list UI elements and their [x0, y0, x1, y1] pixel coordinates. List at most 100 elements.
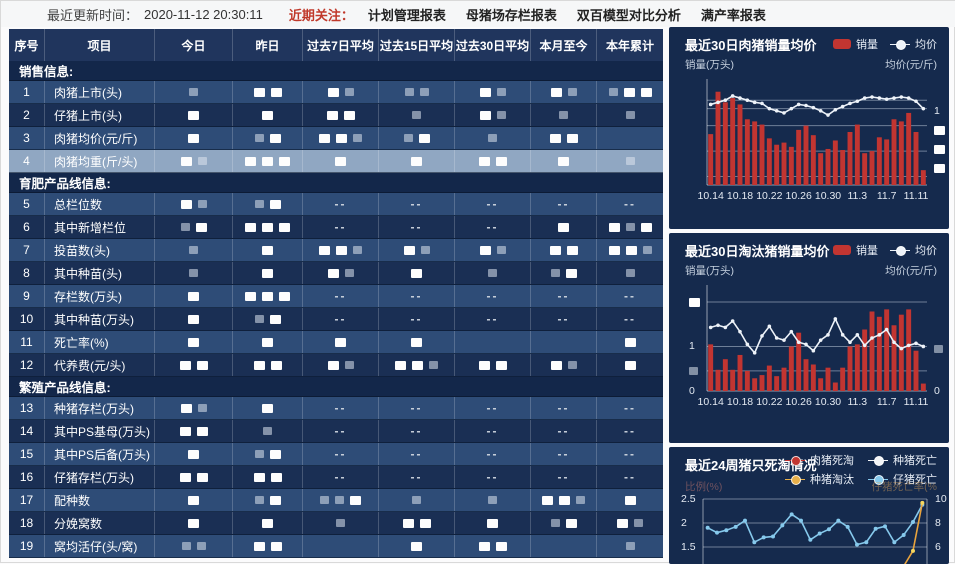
empty-value-dash: --	[334, 220, 347, 234]
redacted-value-block	[625, 223, 635, 231]
table-row-17[interactable]: 17 配种数	[9, 489, 663, 512]
table-row-14[interactable]: 14 其中PS基母(万头) -- -- -- -- --	[9, 420, 663, 443]
x-tick-label: 11.3	[847, 190, 868, 202]
section-header-2: 育肥产品线信息:	[9, 173, 663, 193]
empty-value-dash: --	[334, 447, 347, 461]
data-cell	[233, 354, 303, 376]
bar-legend-swatch-icon	[833, 39, 851, 49]
chart-card-1: 最近30日肉猪销量均价 销量 均价 销量(万头) 均价(元/斤) 10.14 10.18 10…	[669, 27, 949, 229]
legend-item-销量[interactable]: 销量	[833, 36, 878, 52]
redacted-value-block	[623, 87, 635, 97]
table-row-18[interactable]: 18 分娩窝数	[9, 512, 663, 535]
legend-item-仔猪死亡[interactable]: 仔猪死亡	[868, 471, 937, 487]
redacted-value-block	[327, 87, 339, 97]
topbar-link-2[interactable]: 母猪场存栏报表	[465, 7, 557, 23]
empty-value-dash: --	[624, 447, 636, 461]
redacted-value-block	[188, 518, 199, 528]
table-row-9[interactable]: 9 存栏数(万头) -- -- -- -- --	[9, 285, 663, 308]
data-cell	[303, 512, 379, 534]
redacted-value-block	[335, 156, 346, 166]
data-cell	[233, 239, 303, 261]
x-tick-label: 11.11	[903, 190, 929, 202]
data-cell	[597, 512, 663, 534]
redacted-value-block	[344, 88, 354, 96]
redacted-value-block	[179, 426, 191, 436]
redacted-value-block	[496, 88, 506, 96]
data-cell	[233, 193, 303, 215]
redacted-value-block	[625, 245, 637, 255]
redacted-value-block	[495, 541, 507, 551]
line-legend-marker-icon	[868, 474, 888, 485]
redacted-value-block	[262, 337, 273, 347]
redacted-value-block	[253, 360, 265, 370]
table-row-3[interactable]: 3 肉猪均价(元/斤)	[9, 127, 663, 150]
data-cell	[155, 466, 233, 488]
table-row-5[interactable]: 5 总栏位数 -- -- -- -- --	[9, 193, 663, 216]
empty-value-dash: --	[486, 312, 499, 326]
table-row-2[interactable]: 2 仔猪上市(头)	[9, 104, 663, 127]
redacted-value-block	[188, 337, 199, 347]
empty-value-dash: --	[624, 401, 636, 415]
redacted-value-block	[496, 111, 506, 119]
redacted-value-block	[262, 268, 273, 278]
row-label: 仔猪存栏(万头)	[45, 466, 155, 488]
redacted-value-block	[335, 496, 344, 504]
redacted-value-block	[353, 246, 362, 254]
redacted-value-block	[495, 156, 507, 166]
data-cell	[379, 489, 455, 511]
table-row-1[interactable]: 1 肉猪上市(头)	[9, 81, 663, 104]
table-row-6[interactable]: 6 其中新增栏位 -- -- --	[9, 216, 663, 239]
legend-item-均价[interactable]: 均价	[890, 36, 937, 52]
empty-value-dash: --	[557, 312, 570, 326]
table-row-11[interactable]: 11 死亡率(%)	[9, 331, 663, 354]
data-cell: --	[531, 466, 597, 488]
x-tick-label: 10.18	[726, 396, 754, 408]
data-cell	[379, 104, 455, 126]
table-row-4[interactable]: 4 肉猪均重(斤/头)	[9, 150, 663, 173]
legend-item-种猪淘汰[interactable]: 种猪淘汰	[785, 471, 854, 487]
redacted-value-block	[402, 518, 414, 528]
data-cell: --	[597, 285, 663, 307]
column-header-1: 序号	[9, 29, 45, 61]
topbar: 最近更新时间： 2020-11-12 20:30:11 近期关注： 计划管理报表…	[1, 1, 955, 27]
row-number: 4	[9, 150, 45, 172]
row-number: 8	[9, 262, 45, 284]
redacted-value-block	[262, 291, 273, 301]
row-label: 死亡率(%)	[45, 331, 155, 353]
topbar-link-1[interactable]: 计划管理报表	[367, 7, 446, 23]
data-cell	[155, 420, 233, 442]
legend-item-种猪死亡[interactable]: 种猪死亡	[868, 452, 937, 468]
topbar-link-4[interactable]: 满产率报表	[700, 7, 766, 23]
table-row-15[interactable]: 15 其中PS后备(万头) -- -- -- -- --	[9, 443, 663, 466]
line-legend-marker-icon	[890, 39, 910, 50]
redacted-value-block	[411, 337, 422, 347]
legend-item-销量[interactable]: 销量	[833, 242, 878, 258]
redacted-value-block	[195, 222, 207, 232]
x-tick-label: 11.7	[876, 190, 897, 202]
redacted-value-block	[262, 110, 273, 120]
empty-value-dash: --	[486, 470, 499, 484]
data-cell	[303, 354, 379, 376]
redacted-value-block	[566, 245, 578, 255]
section-header-3: 繁殖产品线信息:	[9, 377, 663, 397]
data-cell: --	[303, 466, 379, 488]
table-row-8[interactable]: 8 其中种苗(头)	[9, 262, 663, 285]
x-tick-label: 10.30	[814, 396, 842, 408]
data-cell: --	[597, 420, 663, 442]
legend-item-均价[interactable]: 均价	[890, 242, 937, 258]
row-label: 其中PS基母(万头)	[45, 420, 155, 442]
redacted-value-block	[934, 125, 945, 135]
redacted-value-block	[254, 134, 264, 142]
table-row-7[interactable]: 7 投苗数(头)	[9, 239, 663, 262]
redacted-value-block	[343, 110, 355, 120]
table-row-19[interactable]: 19 窝均活仔(头/窝)	[9, 535, 663, 558]
table-row-12[interactable]: 12 代养费(元/头)	[9, 354, 663, 377]
table-row-10[interactable]: 10 其中种苗(万头) -- -- -- -- --	[9, 308, 663, 331]
table-row-16[interactable]: 16 仔猪存栏(万头) -- -- -- -- --	[9, 466, 663, 489]
topbar-link-3[interactable]: 双百模型对比分析	[576, 7, 681, 23]
legend-item-肉猪死淘[interactable]: 肉猪死淘	[785, 452, 854, 468]
data-cell	[233, 150, 303, 172]
redacted-value-block	[254, 200, 264, 208]
x-tick-label: 10.14	[697, 396, 724, 408]
table-row-13[interactable]: 13 种猪存栏(万头) -- -- -- -- --	[9, 397, 663, 420]
